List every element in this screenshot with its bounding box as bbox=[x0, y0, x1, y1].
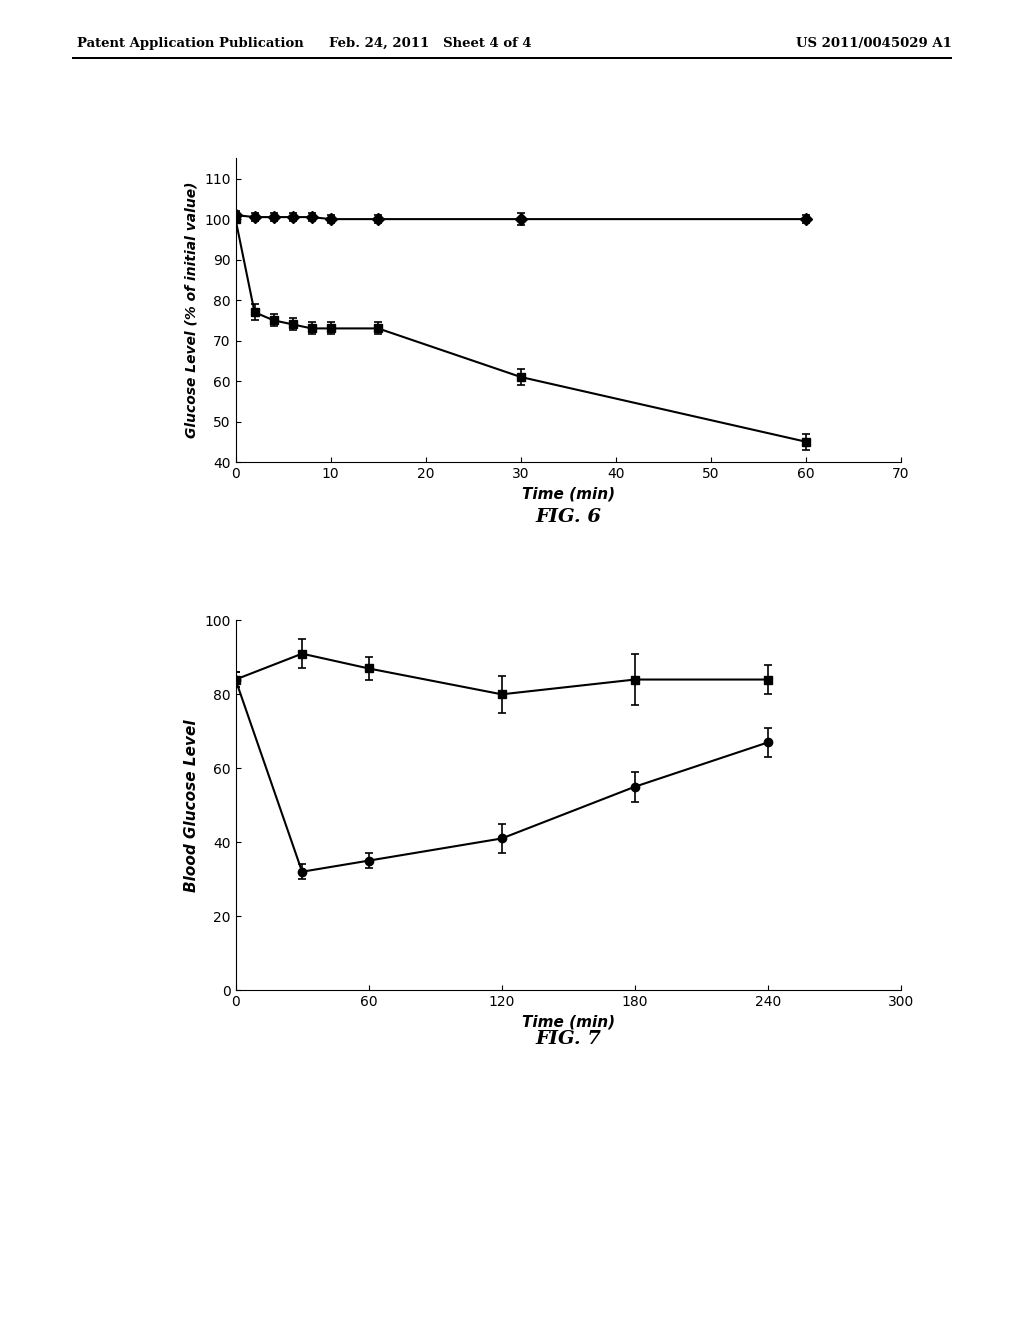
Y-axis label: Blood Glucose Level: Blood Glucose Level bbox=[183, 719, 199, 891]
Text: FIG. 7: FIG. 7 bbox=[536, 1030, 601, 1048]
X-axis label: Time (min): Time (min) bbox=[522, 486, 614, 502]
Y-axis label: Glucose Level (% of initial value): Glucose Level (% of initial value) bbox=[184, 182, 199, 438]
Text: Patent Application Publication: Patent Application Publication bbox=[77, 37, 303, 50]
Text: FIG. 6: FIG. 6 bbox=[536, 508, 601, 527]
Text: Feb. 24, 2011   Sheet 4 of 4: Feb. 24, 2011 Sheet 4 of 4 bbox=[329, 37, 531, 50]
Text: US 2011/0045029 A1: US 2011/0045029 A1 bbox=[797, 37, 952, 50]
X-axis label: Time (min): Time (min) bbox=[522, 1014, 614, 1030]
